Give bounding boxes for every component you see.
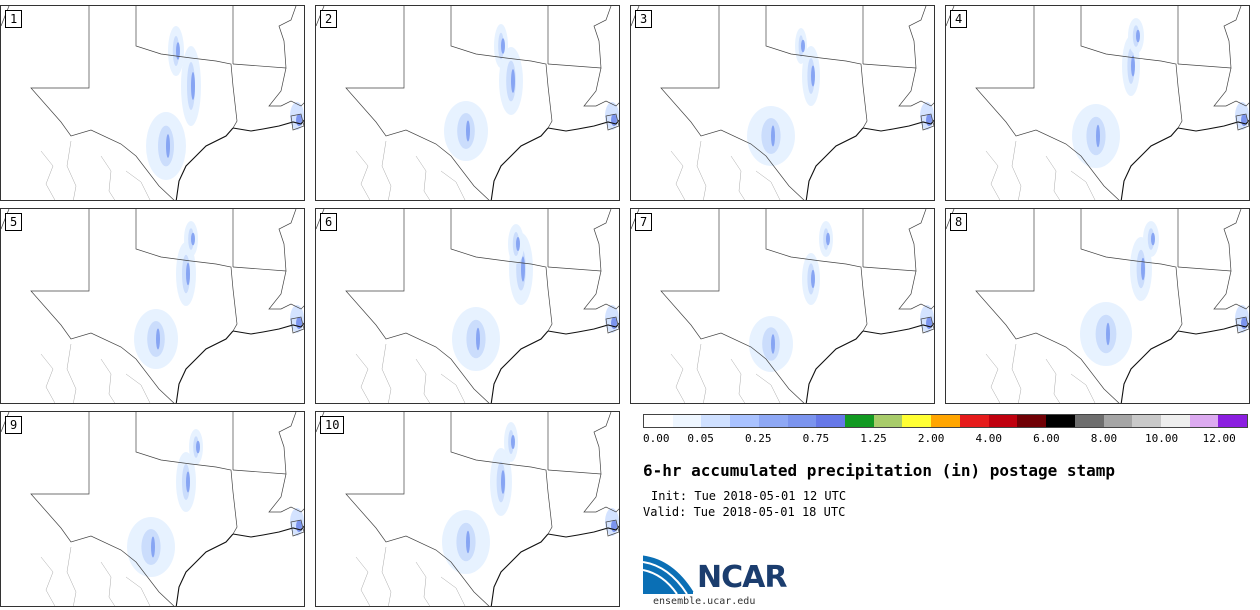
colorbar-swatch xyxy=(758,415,788,427)
colorbar-tick-label: 0.75 xyxy=(802,432,830,445)
panel-number-label: 4 xyxy=(950,10,968,28)
ensemble-member-panel: 3 xyxy=(630,5,935,201)
colorbar-swatch xyxy=(730,415,759,427)
colorbar-tick-label: 0.00 xyxy=(643,432,670,445)
colorbar-tick-label: 10.00 xyxy=(1145,432,1179,445)
colorbar-swatch xyxy=(1189,415,1219,427)
colorbar-swatch xyxy=(988,415,1018,427)
ensemble-member-panel: 2 xyxy=(315,5,620,201)
ensemble-member-panel: 10 xyxy=(315,411,620,607)
colorbar-swatch xyxy=(959,415,989,427)
colorbar-swatch xyxy=(1017,415,1047,427)
ensemble-member-panel: 6 xyxy=(315,208,620,404)
panel-number-label: 1 xyxy=(5,10,23,28)
colorbar-swatch xyxy=(816,415,846,427)
panel-number-label: 7 xyxy=(635,213,653,231)
colorbar-swatch xyxy=(845,415,874,427)
colorbar-swatch xyxy=(1218,415,1248,427)
colorbar-swatch xyxy=(1132,415,1161,427)
panel-number-label: 8 xyxy=(950,213,968,231)
panel-number-label: 10 xyxy=(320,416,345,434)
valid-time: Valid: Tue 2018-05-01 18 UTC xyxy=(643,505,846,519)
colorbar-swatch xyxy=(931,415,960,427)
colorbar-tick-labels: 0.00 0.05 0.25 0.75 1.25 2.00 4.00 6.00 8.00 10.0… xyxy=(643,432,1248,448)
panel-number-label: 9 xyxy=(5,416,23,434)
ensemble-member-panel: 5 xyxy=(0,208,305,404)
colorbar-swatch xyxy=(672,415,702,427)
panel-number-label: 6 xyxy=(320,213,338,231)
colorbar-tick-label: 1.25 xyxy=(860,432,887,445)
colorbar-swatch xyxy=(644,415,673,427)
colorbar-tick-label: 2.00 xyxy=(917,432,945,445)
ncar-logo-icon xyxy=(643,555,694,595)
ensemble-member-panel: 1 xyxy=(0,5,305,201)
init-time: Init: Tue 2018-05-01 12 UTC xyxy=(651,489,847,503)
panel-number-label: 3 xyxy=(635,10,653,28)
colorbar-tick-label: 8.00 xyxy=(1090,432,1118,445)
colorbar-tick-label: 12.00 xyxy=(1202,432,1236,445)
colorbar-tick-label: 0.25 xyxy=(744,432,772,445)
panel-number-label: 5 xyxy=(5,213,23,231)
ncar-logo-text: NCAR xyxy=(697,560,787,595)
colorbar-tick-label: 6.00 xyxy=(1033,432,1060,445)
ensemble-member-panel: 9 xyxy=(0,411,305,607)
colorbar-swatch xyxy=(787,415,817,427)
ensemble-member-panel: 4 xyxy=(945,5,1250,201)
colorbar-tick-label: 4.00 xyxy=(975,432,1002,445)
plot-title: 6-hr accumulated precipitation (in) post… xyxy=(643,461,1116,480)
colorbar-swatch xyxy=(1103,415,1133,427)
colorbar-swatch xyxy=(873,415,903,427)
ensemble-member-panel: 8 xyxy=(945,208,1250,404)
colorbar-swatch xyxy=(902,415,932,427)
panel-number-label: 2 xyxy=(320,10,338,28)
ensemble-member-panel: 7 xyxy=(630,208,935,404)
colorbar-tick-label: 0.05 xyxy=(687,432,714,445)
colorbar-swatch xyxy=(701,415,731,427)
colorbar-swatch xyxy=(1074,415,1104,427)
colorbar-swatch xyxy=(1046,415,1075,427)
site-url: ensemble.ucar.edu xyxy=(653,596,756,607)
colorbar-swatch xyxy=(1160,415,1190,427)
precip-colorbar xyxy=(643,414,1248,428)
